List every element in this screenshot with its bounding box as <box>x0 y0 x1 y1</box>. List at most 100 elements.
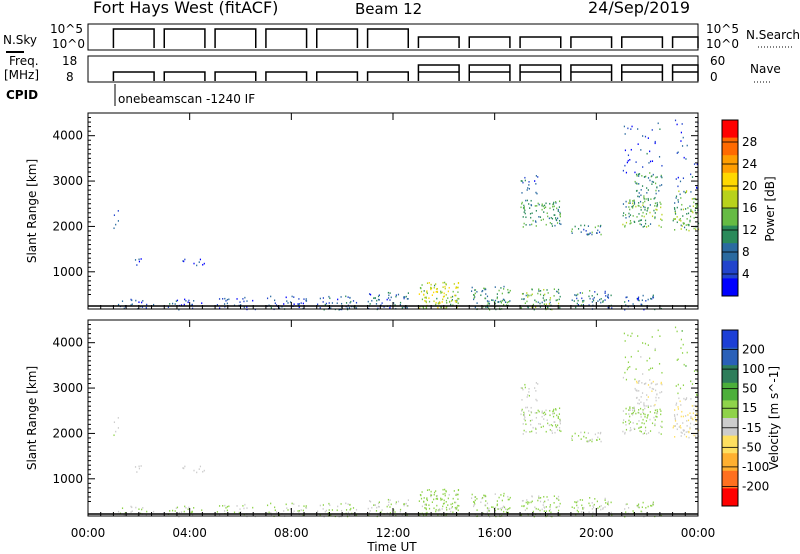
power-echo-cell <box>655 182 657 185</box>
power-echo-cell <box>633 203 636 205</box>
velocity-echo-cell <box>425 508 427 511</box>
velocity-echo-cell <box>693 370 696 372</box>
velocity-echo-cell <box>386 512 388 514</box>
power-echo-cell <box>457 286 459 289</box>
power-echo-cell <box>509 289 511 292</box>
power-echo-cell <box>492 299 494 302</box>
power-echo-cell <box>683 156 685 159</box>
power-echo-cell <box>633 201 636 204</box>
velocity-echo-cell <box>528 410 530 412</box>
velocity-echo-cell <box>319 504 321 507</box>
power-echo-cell <box>625 296 627 299</box>
velocity-echo-cell <box>224 504 226 507</box>
power-echo-cell <box>352 300 355 302</box>
velocity-echo-cell <box>695 435 697 438</box>
velocity-echo-cell <box>687 430 689 433</box>
velocity-echo-cell <box>539 500 542 503</box>
power-echo-cell <box>331 302 334 304</box>
power-echo-cell <box>573 300 575 302</box>
power-echo-cell <box>623 125 625 128</box>
power-echo-cell <box>624 164 626 167</box>
velocity-echo-cell <box>403 503 405 506</box>
power-echo-cell <box>640 206 642 209</box>
velocity-echo-cell <box>638 399 640 401</box>
power-echo-cell <box>183 260 185 263</box>
velocity-echo-cell <box>544 413 547 416</box>
power-echo-cell <box>632 215 634 217</box>
velocity-echo-cell <box>623 419 625 421</box>
power-echo-cell <box>550 216 552 219</box>
velocity-echo-cell <box>604 506 606 508</box>
power-echo-cell <box>654 212 656 214</box>
time-tick-label: 00:00 <box>71 526 106 540</box>
power-echo-cell <box>676 152 678 154</box>
velocity-echo-cell <box>553 495 555 497</box>
velocity-echo-cell <box>624 515 626 518</box>
freq-scan-block <box>570 64 613 81</box>
velocity-echo-cell <box>554 421 556 423</box>
power-echo-cell <box>522 207 525 209</box>
velocity-echo-cell <box>537 409 539 412</box>
velocity-echo-cell <box>543 411 546 414</box>
velocity-echo-cell <box>693 424 695 426</box>
velocity-echo-cell <box>629 421 632 423</box>
power-echo-cell <box>182 260 184 262</box>
colorbar-tick-label: 200 <box>742 343 765 357</box>
power-echo-cell <box>152 303 155 306</box>
velocity-echo-cell <box>682 430 685 432</box>
velocity-echo-cell <box>640 510 642 513</box>
velocity-echo-cell <box>546 496 548 498</box>
velocity-echo-cell <box>686 351 688 354</box>
power-echo-cell <box>134 259 137 261</box>
power-echo-cell <box>498 289 500 292</box>
power-echo-cell <box>348 307 351 309</box>
velocity-echo-cell <box>640 401 642 404</box>
velocity-echo-cell <box>582 510 585 513</box>
power-echo-cell <box>496 296 498 299</box>
power-echo-cell <box>580 224 582 227</box>
velocity-echo-cell <box>642 342 644 344</box>
velocity-echo-cell <box>424 503 426 506</box>
power-echo-cell <box>240 304 242 306</box>
power-echo-cell <box>660 203 662 205</box>
velocity-echo-cell <box>401 514 403 516</box>
power-echo-cell <box>520 180 522 182</box>
freq-unit: [MHz] <box>4 68 39 82</box>
power-echo-cell <box>175 300 177 302</box>
velocity-echo-cell <box>528 501 530 504</box>
power-echo-cell <box>419 286 422 289</box>
power-echo-cell <box>599 298 601 301</box>
velocity-echo-cell <box>523 415 525 417</box>
power-echo-cell <box>293 303 295 305</box>
nsearch-label: N.Search <box>746 28 800 42</box>
power-echo-cell <box>625 221 628 224</box>
velocity-echo-cell <box>682 429 684 431</box>
velocity-echo-cell <box>656 412 658 414</box>
power-echo-cell <box>532 303 534 306</box>
power-echo-cell <box>678 219 680 221</box>
power-echo-cell <box>438 301 441 303</box>
power-echo-cell <box>636 175 638 177</box>
power-echo-cell <box>586 233 588 236</box>
velocity-y-tick-label: 4000 <box>52 336 83 350</box>
velocity-echo-cell <box>552 410 554 413</box>
velocity-echo-cell <box>559 418 561 421</box>
power-echo-cell <box>167 306 170 308</box>
velocity-echo-cell <box>274 509 276 512</box>
power-echo-cell <box>444 287 446 290</box>
velocity-echo-cell <box>599 432 602 435</box>
velocity-echo-cell <box>576 509 578 512</box>
power-echo-cell <box>447 290 449 293</box>
velocity-echo-cell <box>683 363 685 366</box>
power-echo-cell <box>607 295 609 298</box>
velocity-echo-cell <box>655 389 657 392</box>
velocity-echo-cell <box>435 508 437 511</box>
velocity-echo-cell <box>539 423 542 425</box>
power-echo-cell <box>521 202 523 205</box>
velocity-echo-cell <box>654 347 656 350</box>
velocity-echo-cell <box>526 396 528 398</box>
power-echo-cell <box>507 288 509 291</box>
power-echo-cell <box>605 295 607 297</box>
velocity-echo-cell <box>685 435 688 438</box>
power-echo-cell <box>650 297 652 300</box>
